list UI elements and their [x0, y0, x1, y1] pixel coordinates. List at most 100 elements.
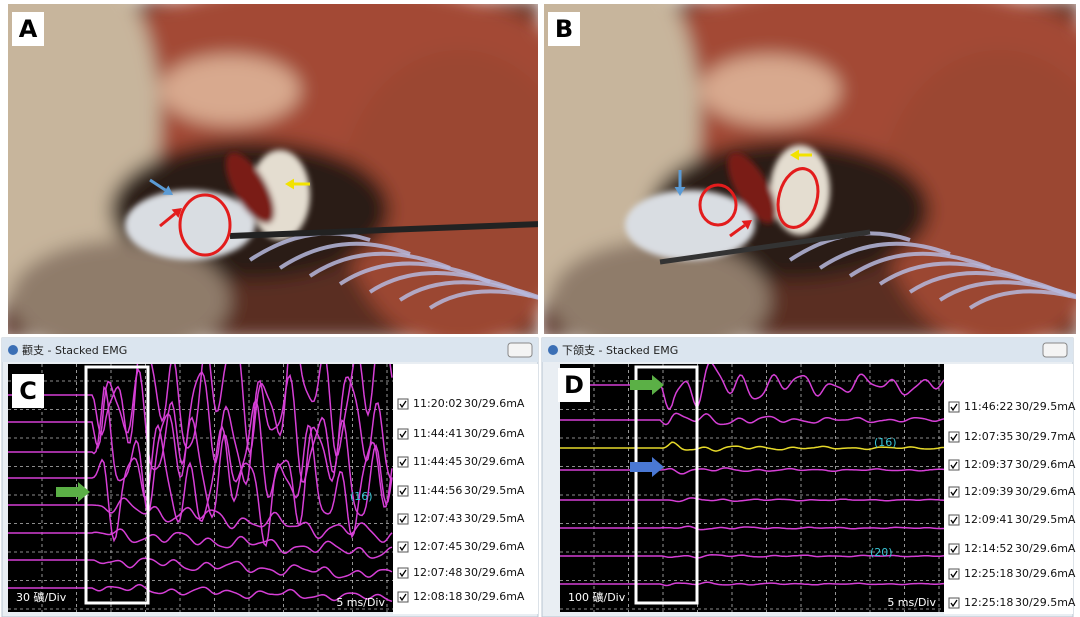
time-scale: 5 ms/Div — [336, 596, 385, 609]
bone — [700, 55, 840, 125]
checkmark — [399, 593, 407, 602]
checkbox[interactable] — [397, 398, 409, 410]
marker-arrow — [630, 457, 664, 477]
trace-time: 11:44:45 — [413, 455, 462, 468]
trace-time: 12:25:18 — [964, 567, 1013, 580]
checkmark — [399, 543, 407, 552]
checkmark — [399, 430, 407, 439]
amplitude-scale: 100 礦/Div — [568, 590, 626, 604]
vessel — [727, 152, 777, 224]
trace-time: 12:07:45 — [413, 540, 462, 553]
emg-trace — [560, 525, 944, 531]
panel-label: B — [555, 15, 573, 43]
bone — [10, 240, 230, 334]
trace-stim: 30/29.6mA — [464, 540, 525, 553]
checkbox[interactable] — [397, 541, 409, 553]
panel-label-bg — [12, 374, 44, 408]
highlight-box — [634, 365, 699, 605]
checkbox[interactable] — [948, 431, 960, 443]
checkbox[interactable] — [397, 591, 409, 603]
checkbox[interactable] — [948, 597, 960, 609]
channel-tag: (16) — [874, 436, 897, 449]
window-title: 颧支 - Stacked EMG — [22, 344, 127, 357]
checkbox[interactable] — [397, 513, 409, 525]
trace-time: 12:25:18 — [964, 596, 1013, 609]
emg-trace — [8, 583, 393, 603]
window-icon — [8, 345, 18, 355]
checkbox[interactable] — [948, 459, 960, 471]
emg-trace — [560, 364, 944, 410]
surgical-photo — [544, 4, 1076, 334]
checkmark — [950, 599, 958, 608]
trace-list — [393, 364, 538, 614]
panel-label-bg — [558, 368, 590, 402]
trace-time: 12:07:35 — [964, 430, 1013, 443]
checkmark — [950, 403, 958, 412]
amplitude-scale: 30 礦/Div — [16, 590, 67, 604]
trace-stim: 30/29.5mA — [464, 512, 525, 525]
channel-tag: (20) — [870, 546, 893, 559]
trace-list — [944, 364, 1073, 614]
trace-time: 11:44:41 — [413, 427, 462, 440]
pale-area — [625, 190, 755, 260]
emg-trace — [8, 367, 393, 486]
panel-label-bg — [12, 12, 44, 46]
checkmark — [950, 488, 958, 497]
checkbox[interactable] — [397, 456, 409, 468]
arrow-head — [674, 187, 686, 196]
checkmark — [950, 545, 958, 554]
panel-label: A — [19, 15, 38, 43]
pale-area — [770, 145, 830, 235]
time-scale: 5 ms/Div — [887, 596, 936, 609]
arrow-head — [171, 208, 182, 218]
emg-trace — [8, 364, 393, 457]
checkmark — [950, 461, 958, 470]
trace-time: 12:07:43 — [413, 512, 462, 525]
checkmark — [399, 458, 407, 467]
arrow-shaft — [149, 178, 167, 192]
bone — [550, 240, 770, 334]
trace-stim: 30/29.6mA — [1015, 542, 1076, 555]
minimize-button[interactable] — [507, 342, 533, 358]
trace-time: 11:44:56 — [413, 484, 462, 497]
suture-wire — [968, 289, 1076, 310]
checkbox[interactable] — [948, 543, 960, 555]
trace-stim: 30/29.7mA — [1015, 430, 1076, 443]
window-icon — [548, 345, 558, 355]
instrument — [659, 229, 871, 265]
trace-time: 12:09:37 — [964, 458, 1013, 471]
trace-time: 12:08:18 — [413, 590, 462, 603]
surgical-photo — [8, 4, 538, 334]
trace-time: 12:14:52 — [964, 542, 1013, 555]
checkbox[interactable] — [948, 568, 960, 580]
checkbox[interactable] — [397, 428, 409, 440]
checkbox[interactable] — [948, 401, 960, 413]
emg-trace — [8, 497, 393, 543]
channel-tag: (16) — [350, 490, 373, 503]
marker-arrow — [630, 375, 664, 395]
checkmark — [399, 400, 407, 409]
instrument — [229, 221, 538, 239]
arrow-head — [162, 185, 173, 195]
checkbox[interactable] — [397, 485, 409, 497]
highlight-circle — [178, 193, 232, 257]
minimize-button[interactable] — [1042, 342, 1068, 358]
arrow-head — [741, 220, 752, 230]
checkmark — [950, 570, 958, 579]
checkmark — [399, 487, 407, 496]
trace-stim: 30/29.6mA — [1015, 567, 1076, 580]
checkmark — [399, 569, 407, 578]
checkmark — [950, 516, 958, 525]
emg-trace — [8, 528, 393, 559]
arrow-head — [285, 178, 294, 190]
trace-stim: 30/29.5mA — [1015, 513, 1076, 526]
arrow-shaft — [729, 224, 746, 238]
suture-wire — [308, 251, 451, 278]
suture-wire — [818, 241, 951, 270]
checkbox[interactable] — [948, 486, 960, 498]
checkbox[interactable] — [397, 567, 409, 579]
checkbox[interactable] — [948, 514, 960, 526]
trace-time: 11:20:02 — [413, 397, 462, 410]
emg-trace — [560, 581, 944, 587]
emg-trace — [8, 423, 393, 548]
